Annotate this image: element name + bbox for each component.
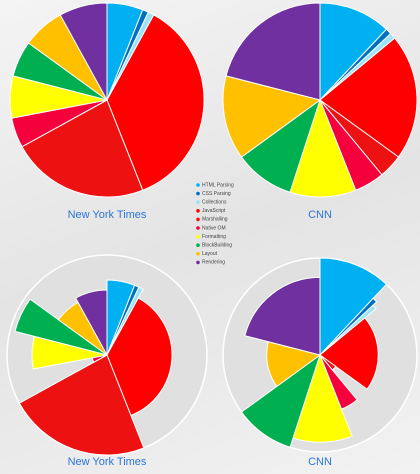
- pie-slice: [14, 298, 108, 356]
- legend-swatch: [196, 252, 200, 256]
- pie-slice: [18, 354, 145, 456]
- legend-swatch: [196, 234, 200, 239]
- pie-slice: [75, 289, 108, 356]
- chart-title: CNN: [308, 209, 332, 221]
- pie-slice: [225, 2, 321, 101]
- pie-slice: [319, 297, 378, 356]
- pie-slice: [319, 304, 377, 356]
- chart-title: CNN: [308, 456, 332, 468]
- chart-title: New York Times: [68, 209, 147, 221]
- pie-slice: [106, 14, 205, 191]
- legend-swatch: [196, 226, 200, 230]
- legend-label: CSS Parsing: [202, 191, 231, 197]
- legend-label: Rendering: [202, 260, 225, 266]
- legend-swatch: [196, 191, 200, 196]
- legend-label: HTML Parsing: [202, 182, 234, 188]
- legend-label: Marshalling: [202, 217, 228, 223]
- legend-swatch: [196, 209, 200, 213]
- legend-swatch: [196, 260, 200, 265]
- pie-slice: [319, 37, 418, 158]
- legend-label: BlockBuilding: [202, 243, 232, 249]
- legend-swatch: [196, 200, 200, 204]
- legend-label: Layout: [202, 251, 218, 257]
- pie-slice: [289, 98, 357, 198]
- pie-slice: [319, 2, 388, 102]
- pie-slice: [319, 257, 388, 357]
- pie-slice: [106, 297, 173, 417]
- legend-label: Collections: [202, 200, 227, 206]
- pie-slice: [319, 317, 379, 390]
- legend-swatch: [196, 183, 200, 187]
- pie-slice: [244, 276, 321, 356]
- legend-swatch: [196, 243, 200, 247]
- legend-label: JavaScript: [202, 208, 226, 214]
- legend-swatch: [196, 217, 200, 222]
- pie-slice: [222, 75, 322, 158]
- pie-slice: [21, 99, 144, 198]
- legend-label: Formatting: [202, 234, 226, 240]
- chart-title: New York Times: [68, 456, 147, 468]
- legend-label: Native OM: [202, 225, 226, 231]
- pie-slice: [240, 353, 321, 448]
- pie-slice: [59, 2, 108, 101]
